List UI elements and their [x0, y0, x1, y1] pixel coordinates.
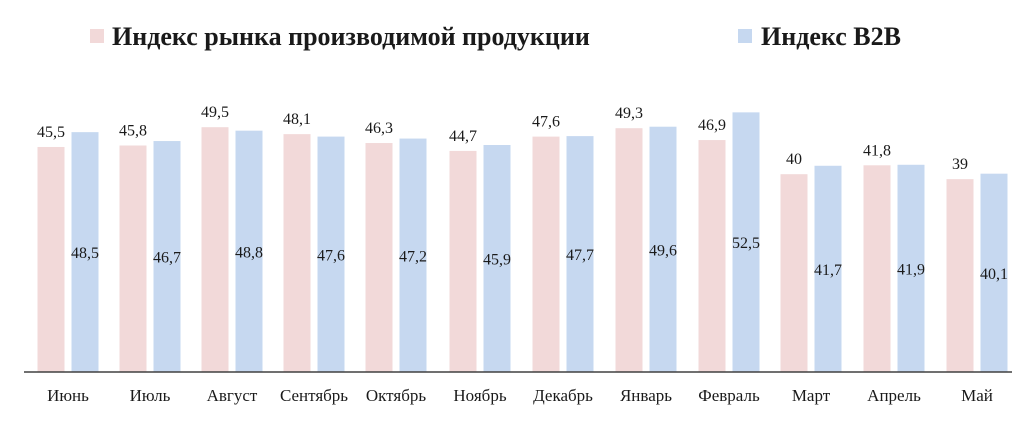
value-label-series2-10: 41,7	[814, 262, 842, 279]
value-label-series2-11: 41,9	[897, 261, 925, 278]
category-label-6: Ноябрь	[453, 386, 506, 405]
bar-series2-2	[153, 141, 181, 372]
category-label-8: Январь	[620, 386, 672, 405]
bar-series1-10	[780, 174, 808, 372]
bar-series1-1	[37, 146, 65, 372]
value-label-series1-3: 49,5	[201, 104, 229, 121]
bar-series1-7	[532, 136, 560, 372]
bar-series2-3	[235, 130, 263, 372]
value-label-series1-1: 45,5	[37, 124, 65, 141]
legend: Индекс рынка производимой продукции Индек…	[90, 22, 901, 51]
value-label-series2-3: 48,8	[235, 244, 263, 261]
bar-series2-4	[317, 136, 345, 372]
bar-series2-6	[483, 145, 511, 372]
value-label-series2-7: 47,7	[566, 247, 594, 264]
value-label-series1-7: 47,6	[532, 114, 560, 131]
value-labels: 45,5 48,5 45,8 46,7 49,5 48,8 48,1 47,6 46,3 47,2…	[37, 104, 1008, 283]
bar-series1-9	[698, 140, 726, 372]
value-label-series2-6: 45,9	[483, 252, 511, 269]
bar-series2-8	[649, 126, 677, 373]
category-label-7: Декабрь	[533, 386, 593, 405]
bar-series1-2	[119, 145, 147, 372]
bar-series2-1	[71, 132, 99, 372]
bar-series1-6	[449, 150, 477, 372]
value-label-series1-12: 39	[952, 156, 968, 173]
value-label-series1-5: 46,3	[365, 120, 393, 137]
bar-series2-5	[399, 138, 427, 372]
bar-series1-8	[615, 128, 643, 372]
category-label-12: Май	[961, 386, 993, 405]
bar-series2-11	[897, 164, 925, 372]
value-label-series2-4: 47,6	[317, 247, 345, 264]
category-label-2: Июль	[130, 386, 171, 405]
value-label-series1-4: 48,1	[283, 111, 311, 128]
value-label-series2-8: 49,6	[649, 242, 677, 259]
bar-series1-12	[946, 179, 974, 372]
value-label-series1-10: 40	[786, 151, 802, 168]
category-label-4: Сентябрь	[280, 386, 348, 405]
category-label-9: Февраль	[698, 386, 760, 405]
category-label-1: Июнь	[47, 386, 89, 405]
bar-series2-12	[980, 173, 1008, 372]
legend-swatch-1	[90, 29, 104, 43]
legend-swatch-2	[738, 29, 752, 43]
value-label-series1-11: 41,8	[863, 142, 891, 159]
value-label-series2-1: 48,5	[71, 245, 99, 262]
bar-series2-7	[566, 136, 594, 372]
value-label-series1-2: 45,8	[119, 122, 147, 139]
category-label-10: Март	[792, 386, 831, 405]
value-label-series1-8: 49,3	[615, 105, 643, 122]
value-label-series2-9: 52,5	[732, 235, 760, 252]
category-label-11: Апрель	[867, 386, 921, 405]
value-label-series1-9: 46,9	[698, 117, 726, 134]
bar-series1-5	[365, 143, 393, 372]
category-label-5: Октябрь	[366, 386, 426, 405]
value-label-series1-6: 44,7	[449, 128, 477, 145]
legend-label-2: Индекс B2B	[761, 22, 901, 51]
legend-label-1: Индекс рынка производимой продукции	[112, 22, 590, 51]
value-label-series2-12: 40,1	[980, 266, 1008, 283]
bars	[37, 112, 1008, 373]
bar-series1-11	[863, 165, 891, 372]
value-label-series2-2: 46,7	[153, 250, 181, 267]
bar-series2-9	[732, 112, 760, 372]
bar-series1-4	[283, 134, 311, 372]
bar-series2-10	[814, 165, 842, 372]
value-label-series2-5: 47,2	[399, 248, 427, 265]
category-label-3: Август	[207, 386, 258, 405]
category-labels: Июнь Июль Август Сентябрь Октябрь Ноябрь Декаб…	[47, 386, 993, 405]
bar-series1-3	[201, 127, 229, 372]
